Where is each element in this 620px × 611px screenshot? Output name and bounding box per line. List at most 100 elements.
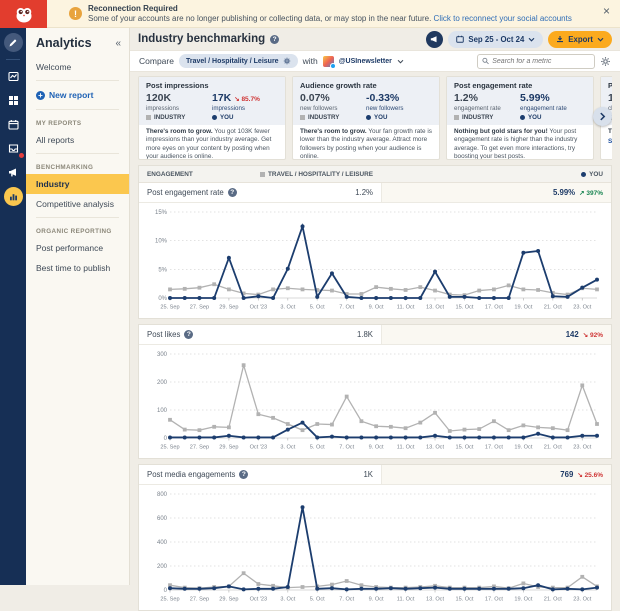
streams-button[interactable] [4,67,23,86]
analytics-button[interactable] [4,187,23,206]
analytics-sidebar: Analytics « Welcome + New report MY REPO… [26,28,130,585]
card-tip: Nothing but gold stars for you! Your pos… [447,125,593,160]
chevron-down-icon [528,37,535,42]
planner-button[interactable] [4,115,23,134]
collapse-sidebar-icon[interactable]: « [115,38,121,49]
metric-label-text: Post engagement rate [147,188,224,197]
hootsuite-logo[interactable] [0,0,47,28]
compare-label: Compare [139,56,174,66]
svg-text:9. Oct: 9. Oct [369,445,384,451]
sidebar-section-organic-reporting: ORGANIC REPORTING [26,221,129,238]
sidebar-item-industry[interactable]: Industry [26,174,129,194]
svg-text:3. Oct: 3. Oct [280,597,295,603]
svg-text:Oct '23: Oct '23 [250,305,268,311]
sidebar-item-welcome[interactable]: Welcome [26,57,129,77]
table-row: Post likes? 1.8K 142 ↘ 92% [139,325,611,345]
industry-caption: engagement rate [454,105,520,112]
megaphone-icon [8,167,19,178]
sidebar-item-post-performance[interactable]: Post performance [26,238,129,258]
you-caption: engagement rate [520,105,586,112]
industry-legend-label: INDUSTRY [462,114,493,121]
info-icon[interactable]: ? [239,470,248,479]
svg-text:25. Sep: 25. Sep [160,305,179,311]
apps-button[interactable] [4,91,23,110]
card-title: Post impressions [146,81,278,90]
gear-icon[interactable] [283,57,291,65]
reconnect-link[interactable]: Click to reconnect your social accounts [434,14,572,23]
date-range-picker[interactable]: Sep 25 - Oct 24 [448,31,543,48]
info-icon[interactable]: ? [184,330,193,339]
industry-legend-icon [300,115,305,120]
svg-text:15. Oct: 15. Oct [455,305,473,311]
inbox-icon [8,143,19,154]
tip-lead: Th [608,128,612,135]
metric-search [477,54,595,69]
inbox-button[interactable] [4,139,23,158]
sidebar-item-all-reports[interactable]: All reports [26,130,129,150]
svg-text:13. Oct: 13. Oct [426,597,444,603]
sidebar-divider [36,80,119,81]
sidebar-title: Analytics [36,36,92,50]
svg-text:5%: 5% [158,267,167,273]
chevron-down-icon[interactable] [397,59,404,64]
you-legend-label: YOU [374,114,387,121]
search-input[interactable] [492,58,590,65]
industry-metric: 120K impressions INDUSTRY [146,92,212,121]
calendar-icon [456,35,464,43]
info-icon[interactable]: ? [270,35,279,44]
line-chart: 0%5%10%15%25. Sep27. Sep29. SepOct '233.… [143,205,607,311]
sidebar-item-best-time-to-publish[interactable]: Best time to publish [26,258,129,278]
you-legend-icon [366,115,371,120]
industry-caption: impressions [146,105,212,112]
industry-value: 15 [608,92,612,104]
account-name: @USInewsletter [339,58,392,65]
page-header: Industry benchmarking ? Sep 25 - Oct 24 … [130,28,620,50]
svg-text:29. Sep: 29. Sep [219,445,238,451]
best-times-link[interactable]: Se [608,138,612,146]
export-button[interactable]: Export [548,31,612,48]
compose-button[interactable] [4,33,23,52]
tip-lead: There's room to grow. [300,128,367,135]
svg-text:7. Oct: 7. Oct [339,305,354,311]
table-row: Post media engagements? 1K 769 ↘ 25.6% [139,465,611,485]
you-metric: -0.33% new followers YOU [366,92,432,121]
chart-post-likes: 010020030025. Sep27. Sep29. SepOct '233.… [139,345,611,458]
industry-row-value: 1.8K [357,330,373,339]
announcements-button[interactable] [426,31,443,48]
carousel-next-button[interactable] [593,107,612,126]
sidebar-item-competitive-analysis[interactable]: Competitive analysis [26,194,129,214]
svg-text:100: 100 [157,408,168,414]
chevron-down-icon [597,37,604,42]
you-legend-label: YOU [589,171,603,178]
industry-row-value: 1.2% [355,188,373,197]
industry-legend-label: INDUSTRY [154,114,185,121]
industry-legend-icon [146,115,151,120]
industry-value: 0.07% [300,92,366,104]
new-report-button[interactable]: + New report [26,84,129,106]
svg-text:3. Oct: 3. Oct [280,445,295,451]
svg-text:25. Sep: 25. Sep [160,597,179,603]
industry-pill[interactable]: Travel / Hospitality / Leisure [179,54,298,68]
line-chart: 020040060080025. Sep27. Sep29. SepOct '2… [143,487,607,603]
streams-icon [8,71,19,82]
settings-gear-icon[interactable] [600,56,611,67]
svg-text:11. Oct: 11. Oct [397,305,415,311]
card-title: Po [608,81,612,90]
banner-title: Reconnection Required [88,4,572,13]
svg-text:200: 200 [157,380,168,386]
banner-text: Reconnection Required Some of your accou… [88,4,572,23]
svg-text:Oct '23: Oct '23 [250,445,268,451]
svg-text:17. Oct: 17. Oct [485,305,503,311]
industry-legend-label: TRAVEL / HOSPITALITY / LEISURE [268,171,373,178]
svg-text:10%: 10% [155,239,168,245]
post-likes-block: Post likes? 1.8K 142 ↘ 92% 010020030025.… [138,324,612,459]
advertise-button[interactable] [4,163,23,182]
tip-lead: There's room to grow. [146,128,213,135]
card-post-impressions: Post impressions 120K impressions INDUST… [138,76,286,160]
close-icon[interactable]: × [603,5,610,17]
info-icon[interactable]: ? [228,188,237,197]
svg-text:300: 300 [157,352,168,358]
svg-text:11. Oct: 11. Oct [397,597,415,603]
table-header: ENGAGEMENT TRAVEL / HOSPITALITY / LEISUR… [139,166,611,183]
line-chart: 010020030025. Sep27. Sep29. SepOct '233.… [143,347,607,451]
